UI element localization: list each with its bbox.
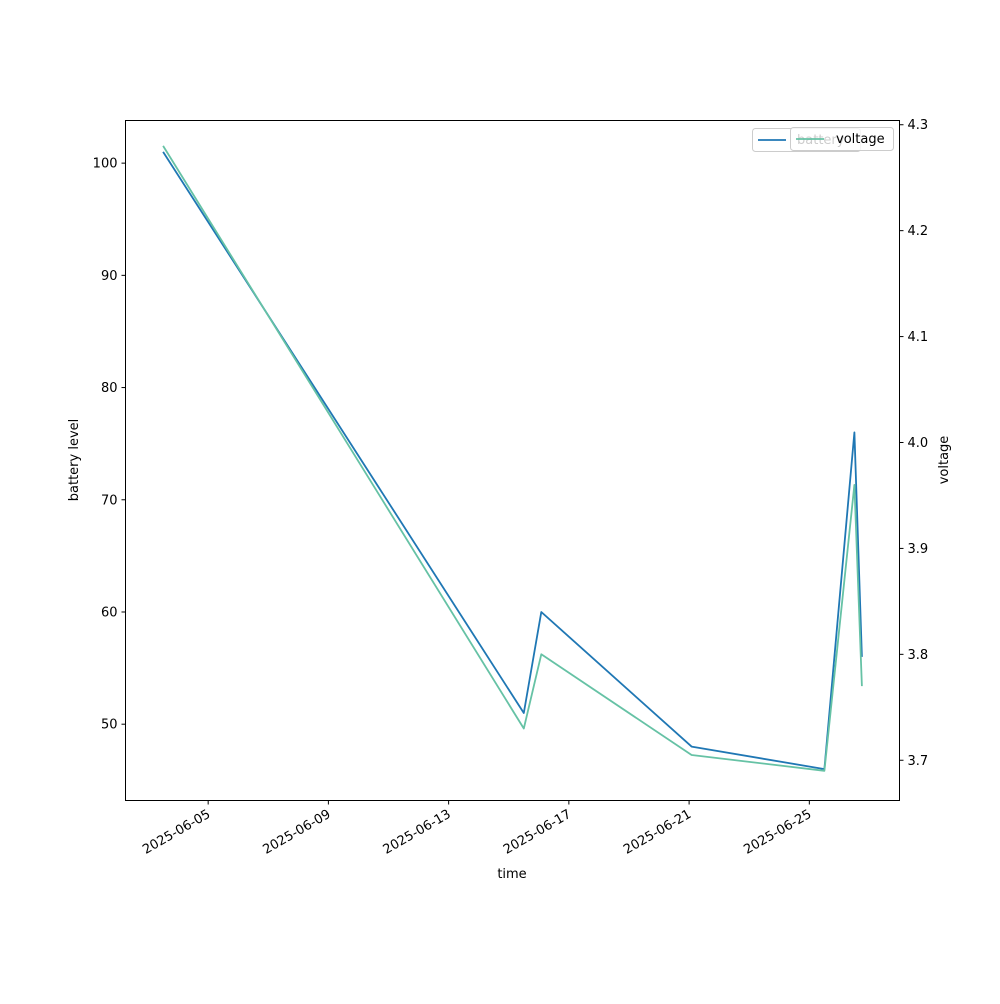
plot-area-frame: [125, 120, 900, 801]
series-line-battery: [162, 151, 863, 770]
y-left-tick-label: 90: [101, 269, 118, 284]
y-right-tick-label: 4.3: [908, 118, 929, 133]
y-left-tick-label: 80: [101, 381, 118, 396]
y-axis-left-label: battery level: [67, 419, 82, 502]
y-left-tick-label: 70: [101, 493, 118, 508]
series-line-voltage: [162, 145, 863, 772]
y-right-tick-label: 3.8: [908, 648, 929, 663]
y-left-tick-label: 100: [93, 157, 118, 172]
y-right-tick-label: 3.9: [908, 542, 929, 557]
y-axis-right-label: voltage: [937, 436, 952, 485]
y-right-tick-label: 4.2: [908, 224, 929, 239]
y-left-tick-label: 60: [101, 606, 118, 621]
legend-label-voltage: voltage: [836, 132, 885, 147]
y-left-tick-label: 50: [101, 718, 118, 733]
y-right-tick-label: 4.1: [908, 330, 929, 345]
x-axis-label: time: [497, 867, 526, 882]
y-right-tick-label: 3.7: [908, 754, 929, 769]
y-right-tick-label: 4.0: [908, 436, 929, 451]
legend-right: voltage: [790, 127, 894, 151]
